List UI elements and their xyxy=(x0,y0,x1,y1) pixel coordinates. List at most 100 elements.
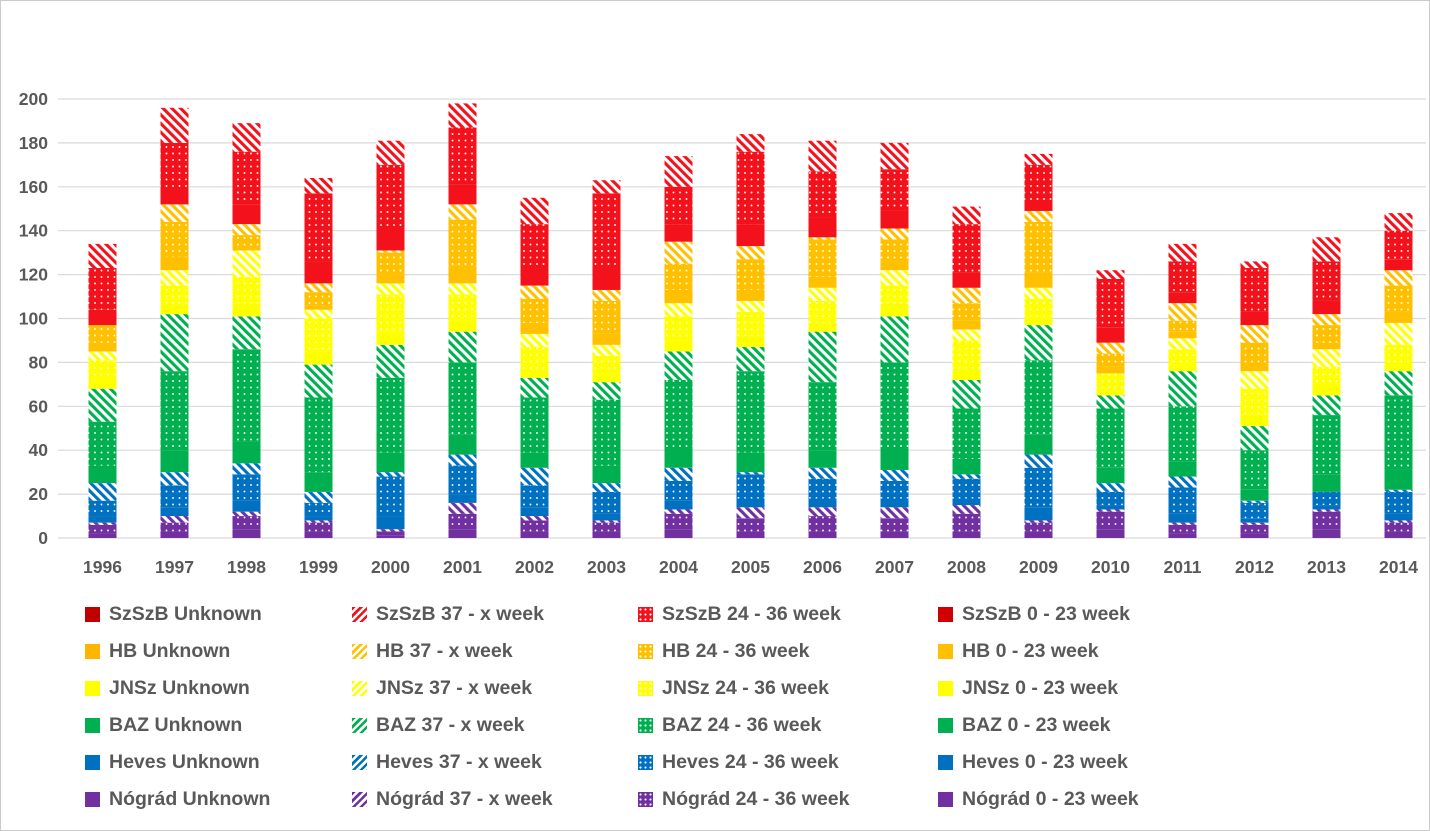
bar-segment xyxy=(592,193,621,269)
legend-item-jnsz-unknown: JNSz Unknown xyxy=(85,674,352,703)
legend-swatch-solid xyxy=(938,644,953,659)
bar-segment xyxy=(736,371,765,453)
legend-item-baz-unknown: BAZ Unknown xyxy=(85,711,352,740)
bar-segment xyxy=(1096,509,1125,512)
bar-segment xyxy=(88,421,117,466)
bar-segment xyxy=(376,516,405,530)
bar-segment xyxy=(1168,364,1197,372)
x-tick-label-2009: 2009 xyxy=(1019,557,1058,577)
legend-swatch-stripes xyxy=(352,792,367,807)
bar-segment xyxy=(880,169,909,211)
bar-segment xyxy=(520,485,549,508)
bar-segment xyxy=(1024,210,1053,222)
bar-segment xyxy=(1024,467,1053,508)
bar-segment xyxy=(664,316,693,341)
legend-label: JNSz 24 - 36 week xyxy=(662,677,829,699)
bar-segment xyxy=(1240,522,1269,525)
bar-segment xyxy=(160,257,189,271)
bar-segment xyxy=(232,123,261,152)
bar-segment xyxy=(304,516,333,521)
legend-label: BAZ 37 - x week xyxy=(376,714,525,736)
bar-segment xyxy=(1168,522,1197,525)
bar-segment xyxy=(952,478,981,499)
bar-segment xyxy=(88,465,117,484)
bar-segment xyxy=(1024,153,1053,165)
bar-segment xyxy=(304,472,333,492)
legend-label: JNSz 37 - x week xyxy=(376,677,533,699)
legend-item-szszb-24-36-week: SzSzB 24 - 36 week xyxy=(638,600,938,629)
bar-segment xyxy=(1384,362,1413,372)
y-tick-label-20: 20 xyxy=(29,484,49,504)
bar-segment xyxy=(376,529,405,532)
bar-segment xyxy=(1312,237,1341,262)
bar-segment xyxy=(304,309,333,319)
bar-segment xyxy=(1240,362,1269,372)
bar-segment xyxy=(736,452,765,473)
bar-segment xyxy=(592,333,621,345)
bar-segment xyxy=(232,441,261,464)
legend-label: BAZ 0 - 23 week xyxy=(962,714,1111,736)
bar-segment xyxy=(160,270,189,286)
bar-segment xyxy=(1096,483,1125,492)
x-tick-label-2005: 2005 xyxy=(731,557,770,577)
legend-swatch-solid-dark xyxy=(85,718,100,733)
bar-segment xyxy=(1384,491,1413,514)
bar-segment xyxy=(160,450,189,473)
bar-segment xyxy=(232,474,261,501)
bar-segment xyxy=(1024,298,1053,317)
bar-segment xyxy=(1096,388,1125,396)
bar-segment xyxy=(448,362,477,435)
bar-segment xyxy=(160,285,189,306)
bar-segment xyxy=(1168,524,1197,534)
bar-segment xyxy=(448,204,477,220)
bar-segment xyxy=(1096,395,1125,409)
bar-segment xyxy=(376,472,405,477)
bar-segment xyxy=(664,513,693,530)
legend-swatch-solid-dark xyxy=(85,755,100,770)
bar-segment xyxy=(880,362,909,449)
bar-segment xyxy=(664,263,693,290)
legend-item-heves-24-36-week: Heves 24 - 36 week xyxy=(638,748,938,777)
bar-segment xyxy=(1240,371,1269,389)
bar-segment xyxy=(88,309,117,326)
bar-segment xyxy=(880,507,909,519)
x-tick-label-2001: 2001 xyxy=(443,557,482,577)
bar-segment xyxy=(1384,322,1413,345)
bar-segment xyxy=(88,522,117,525)
bar-segment xyxy=(160,371,189,451)
bar-segment xyxy=(304,491,333,503)
bar-segment xyxy=(520,347,549,369)
bar-segment xyxy=(1312,366,1341,387)
bar-segment xyxy=(808,239,837,277)
legend-swatch-solid xyxy=(938,755,953,770)
bar-segment xyxy=(736,134,765,152)
bar-segment xyxy=(1024,507,1053,521)
bar-segment xyxy=(1240,415,1269,427)
bar-segment xyxy=(1024,520,1053,523)
bar-segment xyxy=(880,261,909,271)
bar-segment xyxy=(376,140,405,165)
bar-segment xyxy=(592,300,621,334)
bar-segment xyxy=(808,450,837,468)
legend-swatch-stripes xyxy=(352,755,367,770)
bar-segment xyxy=(808,478,837,499)
bar-segment xyxy=(520,322,549,334)
bar-segment xyxy=(1168,476,1197,488)
x-tick-label-2011: 2011 xyxy=(1164,557,1202,577)
legend-label: HB Unknown xyxy=(109,640,231,662)
bar-segment xyxy=(736,518,765,532)
bar-segment xyxy=(304,351,333,365)
bar-segment xyxy=(664,303,693,317)
bar-segment xyxy=(448,184,477,205)
bar-segment xyxy=(592,382,621,400)
bar-segment xyxy=(736,289,765,301)
bar-segment xyxy=(1384,520,1413,523)
bar-segment xyxy=(160,507,189,517)
bar-segment xyxy=(880,210,909,229)
bar-segment xyxy=(376,228,405,251)
legend-label: HB 24 - 36 week xyxy=(662,640,810,662)
legend-swatch-solid xyxy=(938,792,953,807)
bar-segment xyxy=(376,274,405,284)
legend-label: JNSz Unknown xyxy=(109,677,250,699)
bar-segment xyxy=(160,188,189,205)
